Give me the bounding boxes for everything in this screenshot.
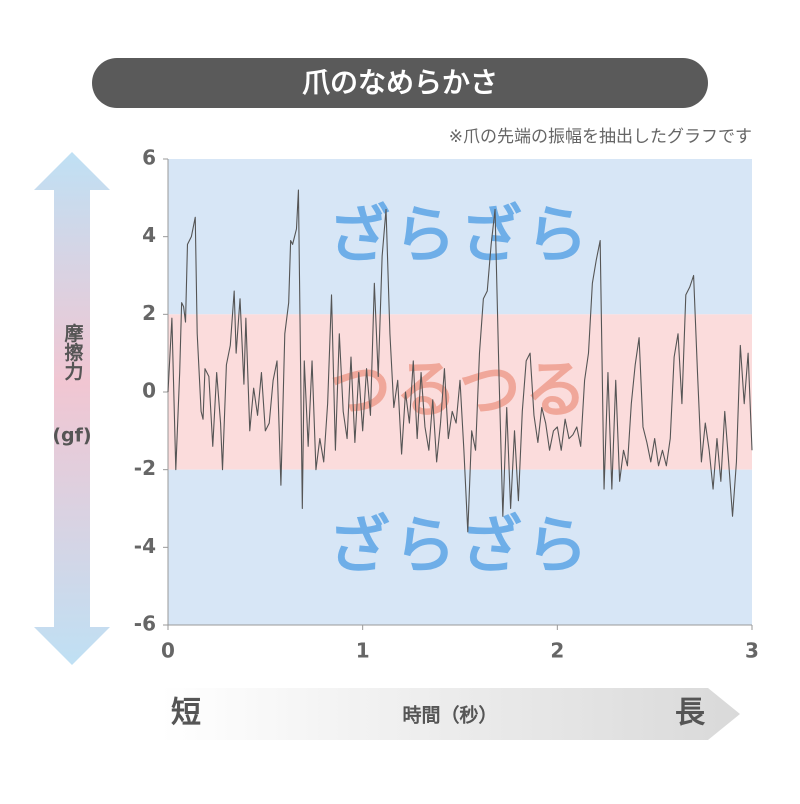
band [168,469,752,625]
x-tick-label: 0 [161,639,175,663]
y-unit: (gf) [52,425,91,447]
y-tick-label: 0 [142,379,156,403]
band-label: ざらざら [328,508,592,581]
y-arrow [34,152,110,665]
signal-line [167,189,753,533]
title-pill [92,58,708,108]
y-tick-label: -4 [134,534,156,558]
x-tick-label: 3 [745,639,759,663]
title: 爪のなめらかさ [302,66,498,99]
x-label: 時間（秒） [402,704,497,727]
x-arrow [160,688,740,740]
band-label: ざらざら [328,198,592,271]
y-tick-label: 2 [142,301,156,325]
x-tick-label: 2 [550,639,564,663]
y-tick-label: -2 [134,456,156,480]
x-end-label: 長 [675,696,706,731]
y-label: 摩擦力 [62,322,84,381]
y-tick-label: 4 [142,223,156,247]
x-start-label: 短 [171,696,201,731]
x-tick-label: 1 [356,639,370,663]
y-tick-label: -6 [134,612,156,636]
band [168,159,752,315]
y-tick-label: 6 [142,146,156,170]
note: ※爪の先端の振幅を抽出したグラフです [449,127,752,147]
band [168,314,752,470]
